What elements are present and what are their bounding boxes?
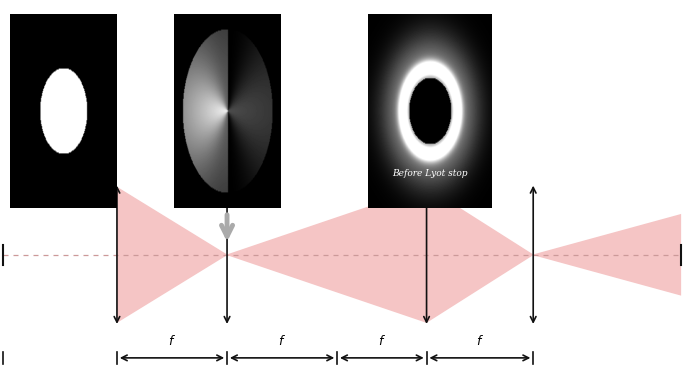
Text: $f$: $f$ bbox=[278, 334, 286, 348]
Polygon shape bbox=[117, 187, 227, 323]
Text: Before Lyot stop: Before Lyot stop bbox=[392, 168, 468, 178]
Polygon shape bbox=[227, 187, 427, 323]
Polygon shape bbox=[427, 187, 533, 323]
Polygon shape bbox=[533, 214, 681, 296]
Text: $f$: $f$ bbox=[378, 334, 386, 348]
Text: $f$: $f$ bbox=[168, 334, 176, 348]
Text: $f$: $f$ bbox=[476, 334, 484, 348]
